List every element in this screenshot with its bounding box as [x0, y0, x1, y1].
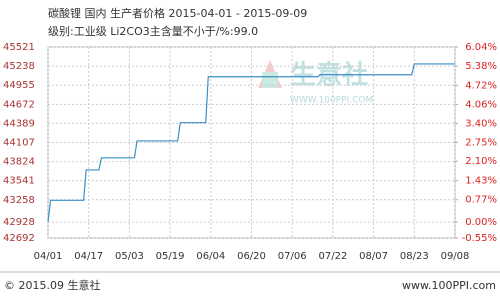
x-tick-label: 06/20 — [237, 251, 266, 262]
watermark-url: WWW.100PPI.COM — [290, 96, 373, 106]
chart-subtitle: 级别:工业级 Li2CO3主含量不小于/%:99.0 — [48, 24, 258, 38]
y2-tick-label: 5.38% — [465, 61, 497, 72]
x-tick-label: 04/01 — [34, 251, 63, 262]
y-tick-label: 42928 — [3, 217, 35, 228]
y2-tick-label: 2.75% — [465, 137, 497, 148]
y-tick-label: 44389 — [3, 118, 35, 129]
y-tick-label: 43541 — [3, 176, 35, 187]
x-tick-label: 07/22 — [318, 251, 347, 262]
chart-title: 碳酸锂 国内 生产者价格 2015-04-01 - 2015-09-09 — [48, 6, 307, 20]
y2-tick-label: 0.00% — [465, 217, 497, 228]
y-tick-label: 43824 — [3, 157, 35, 168]
y2-tick-label: -0.55% — [462, 233, 497, 244]
y-tick-label: 44107 — [3, 137, 35, 148]
y-tick-label: 42692 — [3, 233, 35, 244]
y-tick-label: 44955 — [3, 80, 35, 91]
footer-right: www.100PPI.com — [402, 279, 496, 292]
y-tick-label: 44672 — [3, 99, 35, 110]
x-tick-label: 05/03 — [115, 251, 144, 262]
x-tick-label: 06/04 — [196, 251, 225, 262]
y2-tick-label: 2.10% — [465, 156, 497, 167]
watermark-logo — [258, 60, 282, 88]
x-tick-label: 09/08 — [441, 251, 470, 262]
y2-tick-label: 1.43% — [465, 176, 497, 187]
y-tick-label: 45521 — [3, 42, 35, 53]
y2-tick-label: 6.04% — [465, 42, 497, 53]
y2-tick-label: 4.06% — [465, 99, 497, 110]
y2-tick-label: 4.72% — [465, 80, 497, 91]
x-tick-label: 07/06 — [278, 251, 307, 262]
y-tick-label: 45238 — [3, 61, 35, 72]
x-tick-label: 05/19 — [156, 251, 185, 262]
y2-tick-label: 0.77% — [465, 195, 497, 206]
x-tick-label: 04/17 — [74, 251, 103, 262]
x-tick-label: 08/07 — [359, 251, 388, 262]
y-tick-label: 43258 — [3, 195, 35, 206]
price-line — [47, 63, 455, 223]
y2-tick-label: 3.40% — [465, 119, 497, 130]
x-tick-label: 08/23 — [400, 251, 429, 262]
footer-left: © 2015.09 生意社 — [4, 278, 100, 292]
